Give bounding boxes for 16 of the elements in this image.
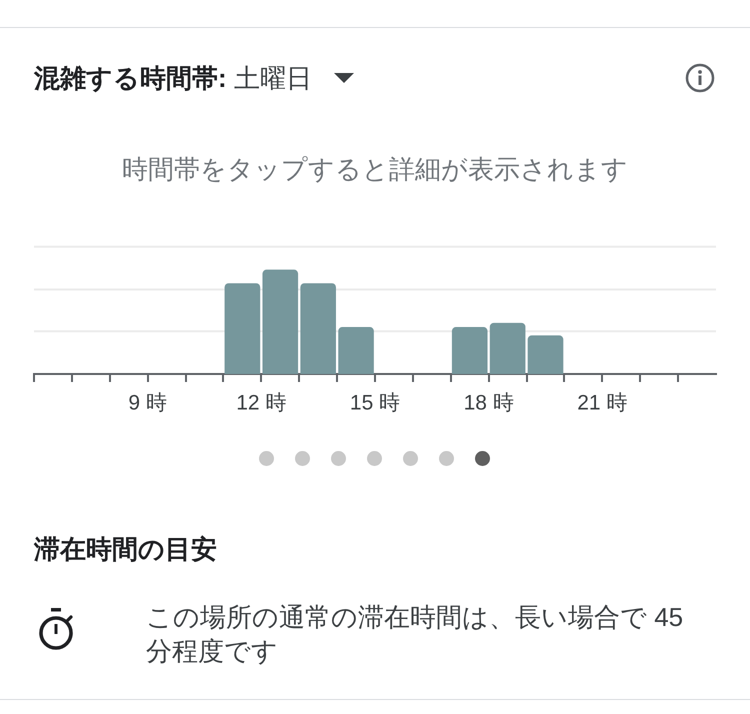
x-tick-label: 18 時 [464, 391, 514, 414]
text: この場所の通常の滞在時間は、長い場合で 45 分程度です [146, 601, 684, 668]
text: 滞在時間の目安 [34, 533, 217, 565]
x-tick-label: 9 時 [128, 391, 167, 414]
bar [300, 283, 336, 374]
x-tick-label: 15 時 [350, 391, 400, 414]
bar [528, 335, 564, 374]
bar [262, 270, 298, 374]
bar [452, 327, 488, 374]
bar [224, 283, 260, 374]
chart-subtitle: 時間帯をタップすると詳細が表示されます [121, 153, 629, 185]
x-tick-label: 21 時 [577, 391, 628, 414]
x-tick-label: 12 時 [236, 391, 286, 414]
bar [490, 322, 526, 374]
chart-title: 混雑する時間帯: 土曜日 [34, 63, 312, 93]
bar [338, 327, 374, 374]
